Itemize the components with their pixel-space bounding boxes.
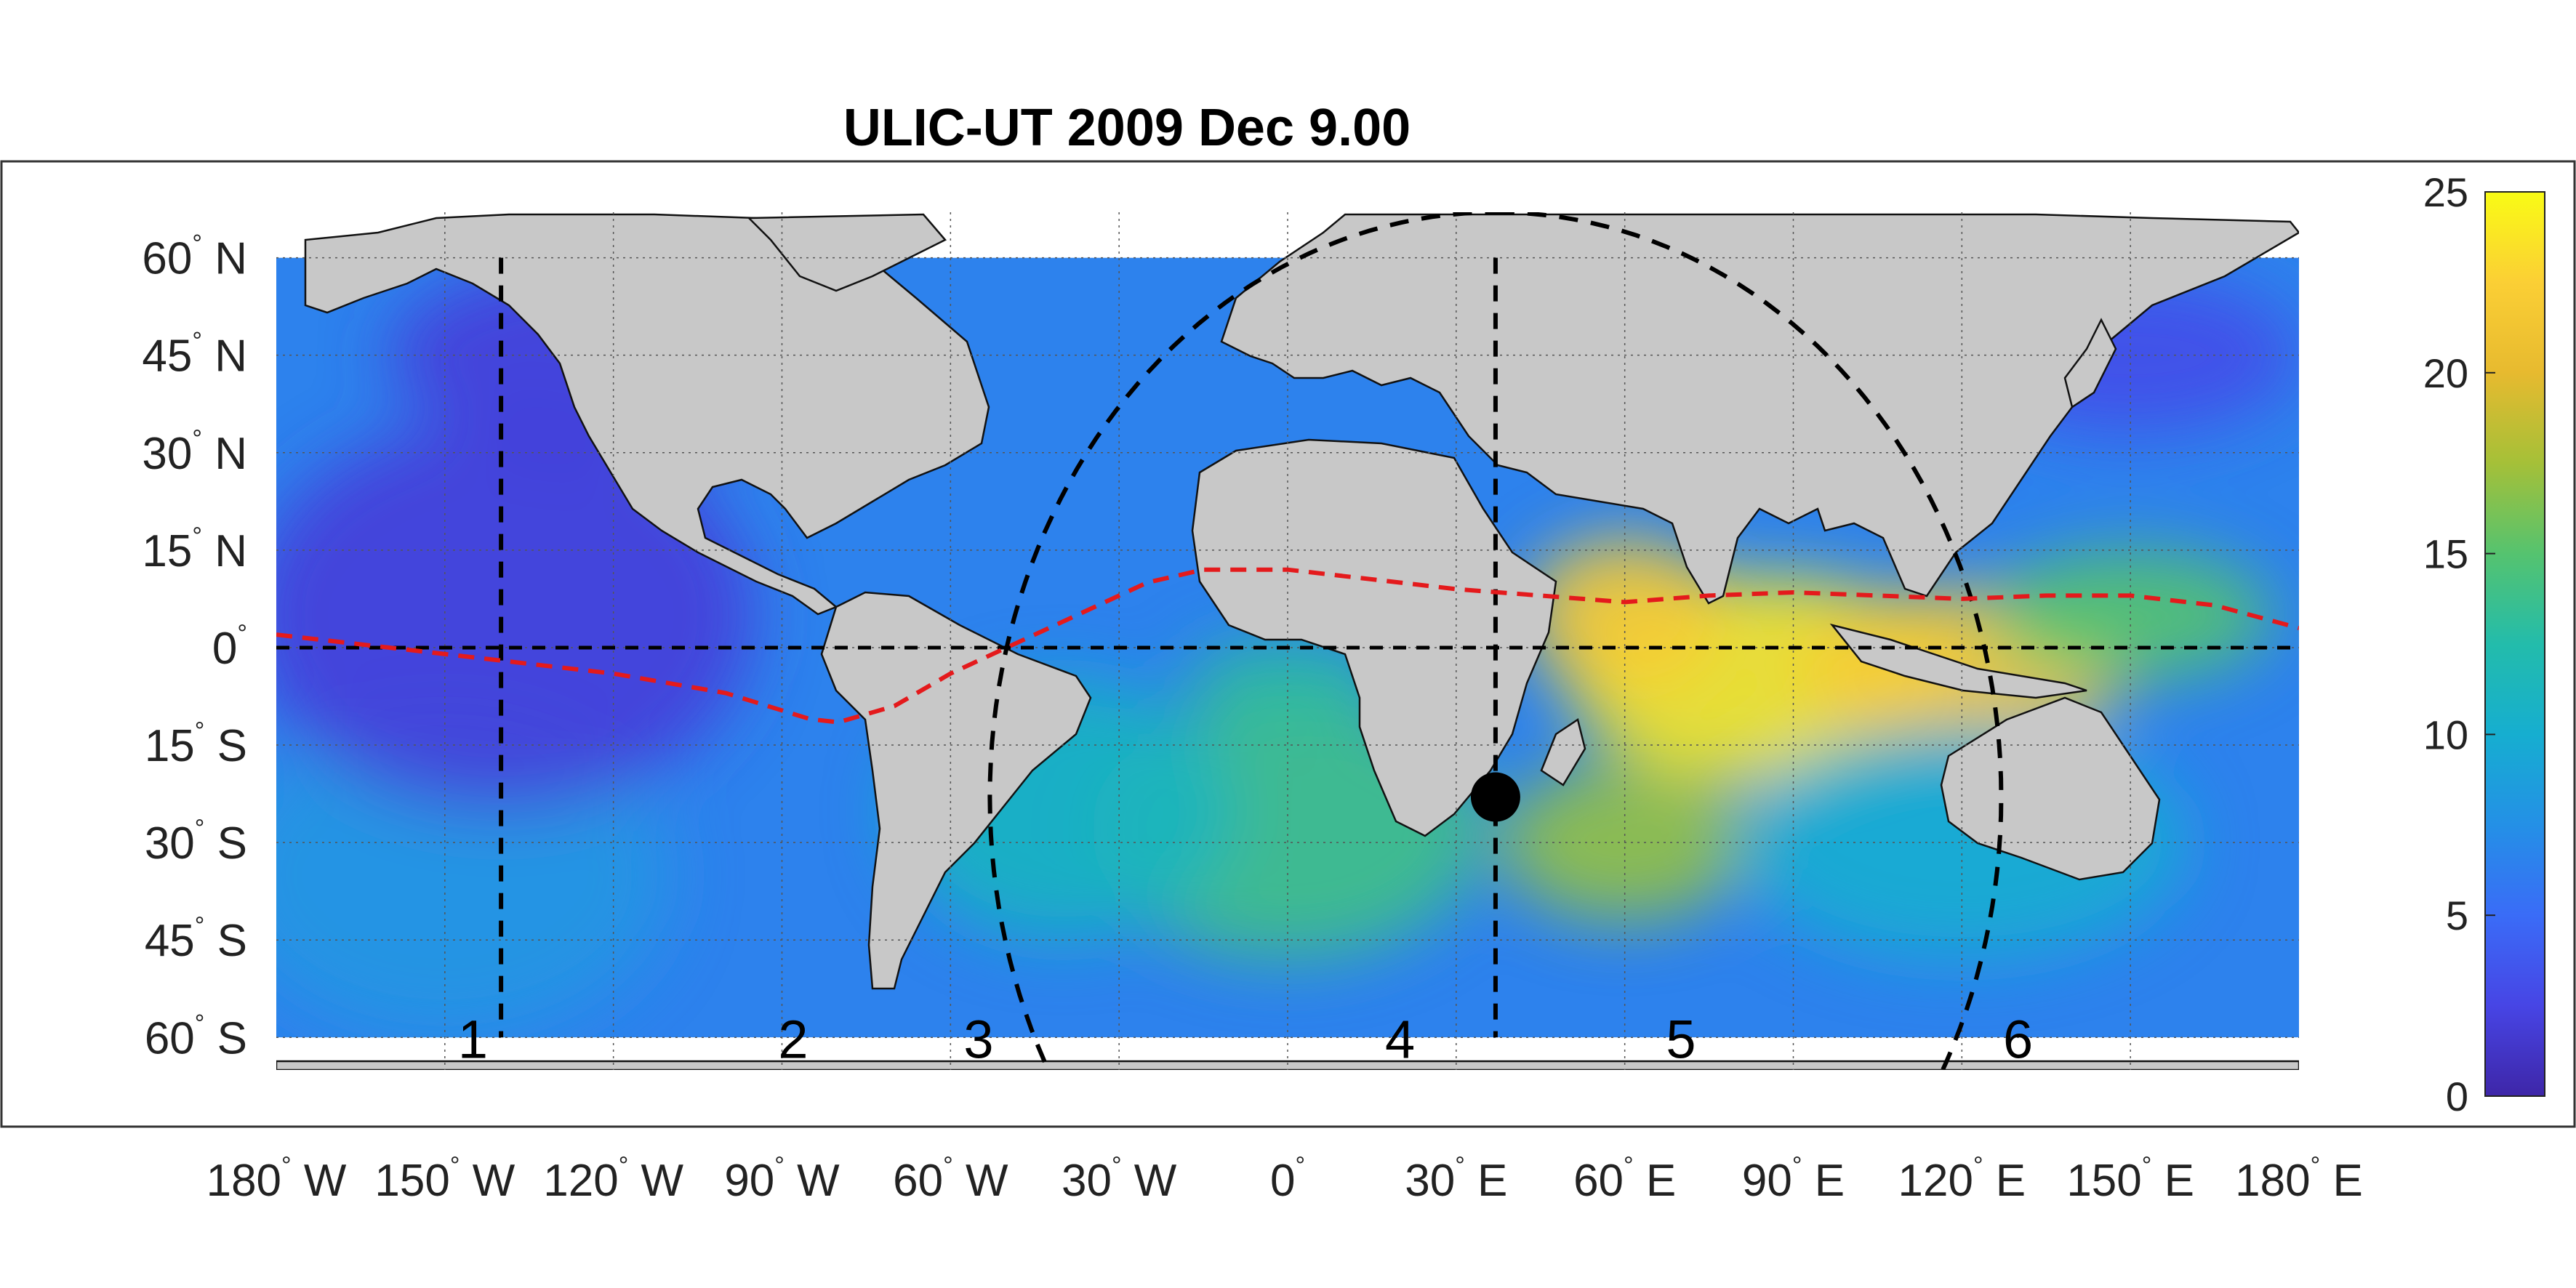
land-masses: [276, 213, 2299, 1070]
colorbar-tick-label: 5: [2446, 893, 2468, 938]
land-north-america: [304, 213, 990, 616]
field-blob-3: [1989, 550, 2271, 680]
subsolar-point-marker: [1470, 772, 1520, 822]
longitude-tick-labels: 180° W 150° W 120° W 90° W 60° W 30° W 0° 30° E…: [206, 1152, 2363, 1206]
land-madagascar: [1540, 717, 1586, 786]
colorbar: 0 5 10 15 20 25: [2423, 169, 2545, 1119]
lon-tick-label: 60° E: [1573, 1152, 1676, 1206]
region-label-4: 4: [1385, 1009, 1415, 1069]
region-label-2: 2: [778, 1009, 808, 1069]
land-antarctica: [276, 1060, 2299, 1070]
lat-tick-label: 0°: [212, 620, 247, 674]
colorbar-tick-label: 20: [2423, 350, 2468, 396]
lon-tick-label: 90° E: [1742, 1152, 1845, 1206]
graticule: [276, 212, 2299, 1070]
colorbar-tick-label: 10: [2423, 712, 2468, 757]
colorbar-tick-label: 0: [2446, 1074, 2468, 1119]
lat-tick-label: 15° N: [142, 523, 247, 576]
region-labels: 1 2 3 4 5 6: [458, 1009, 2033, 1069]
lon-tick-label: 30° E: [1405, 1152, 1507, 1206]
lon-tick-label: 30° W: [1062, 1152, 1177, 1206]
red-dashed-line: [276, 567, 2299, 725]
region-label-5: 5: [1666, 1009, 1696, 1069]
field-blob-10: [276, 420, 754, 810]
lon-tick-label: 150° E: [2066, 1152, 2194, 1206]
lon-tick-label: 90° W: [724, 1152, 840, 1206]
lat-tick-label: 15° S: [145, 717, 247, 771]
dashed-meridians: [499, 257, 1498, 1038]
lon-tick-label: 150° W: [374, 1152, 515, 1206]
latitude-tick-labels: 60° N 45° N 30° N 15° N 0° 15° S 30° S 45° S 60°…: [142, 230, 247, 1064]
lon-tick-label: 60° W: [893, 1152, 1008, 1206]
region-label-1: 1: [458, 1009, 488, 1069]
lat-tick-label: 60° N: [142, 230, 247, 284]
map-title: ULIC-UT 2009 Dec 9.00: [843, 99, 1411, 157]
land-indonesia: [1829, 623, 2087, 699]
land-japan: [2063, 318, 2117, 409]
colorbar-tick-label: 15: [2423, 531, 2468, 577]
lat-tick-label: 45° N: [142, 328, 247, 382]
dashed-overlays: [276, 212, 2299, 1070]
lat-tick-label: 45° S: [145, 912, 247, 966]
lon-tick-label: 120° W: [543, 1152, 683, 1206]
field-blob-1: [1523, 536, 1726, 693]
land-greenland: [747, 213, 947, 292]
lat-tick-label: 30° N: [142, 425, 247, 479]
terminator-curve: [987, 212, 2004, 1070]
lon-tick-label: 0°: [1270, 1152, 1305, 1206]
map-area: 1 2 3 4 5 6: [276, 212, 2299, 1070]
lat-tick-label: 30° S: [145, 815, 247, 869]
land-australia: [1940, 696, 2161, 881]
colorbar-tick-label: 25: [2423, 169, 2468, 215]
lon-tick-label: 180° W: [206, 1152, 347, 1206]
axes-frame: [0, 160, 2576, 1128]
region-label-6: 6: [2003, 1009, 2033, 1069]
colorbar-ticks: 0 5 10 15 20 25: [2423, 169, 2495, 1119]
field-blob-7: [1186, 641, 1389, 720]
land-eurasia: [1220, 213, 2299, 605]
lon-tick-label: 180° E: [2235, 1152, 2363, 1206]
region-label-3: 3: [963, 1009, 993, 1069]
lat-tick-label: 60° S: [145, 1010, 247, 1063]
colorbar-gradient: [2484, 191, 2545, 1097]
lon-tick-label: 120° E: [1898, 1152, 2026, 1206]
land-africa: [1191, 438, 1557, 837]
